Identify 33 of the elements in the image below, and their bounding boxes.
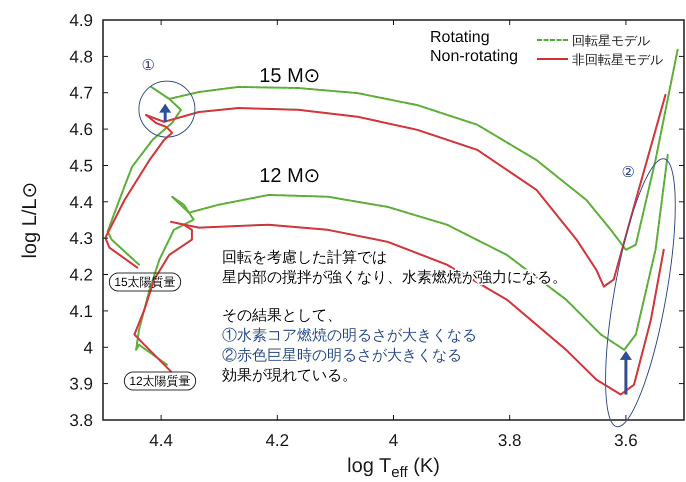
y-tick-label: 4.8 xyxy=(69,47,93,66)
annotation: 12 M⊙ xyxy=(259,165,321,187)
x-tick-label: 4.4 xyxy=(149,431,173,450)
annotation: 効果が現れている。 xyxy=(222,367,357,384)
y-tick-label: 3.8 xyxy=(69,411,93,430)
annotation: その結果として、 xyxy=(222,307,342,324)
annotation: ① xyxy=(142,57,154,74)
y-tick-label: 4.9 xyxy=(69,11,93,30)
annotation: ①水素コア燃焼の明るさが大きくなる xyxy=(222,327,477,344)
y-tick-label: 4 xyxy=(84,338,93,358)
y-tick-label: 4.2 xyxy=(69,266,93,285)
x-tick-label: 4 xyxy=(388,431,398,450)
y-axis-title: log L/L⊙ xyxy=(19,181,41,259)
y-tick-label: 4.6 xyxy=(69,120,93,140)
annotation: Non-rotating xyxy=(430,48,518,65)
x-tick-label: 3.6 xyxy=(614,431,638,450)
annotation: 回転を考慮した計算では xyxy=(222,249,387,266)
y-tick-label: 4.4 xyxy=(69,192,93,212)
y-tick-label: 4.7 xyxy=(69,84,93,103)
y-tick-label: 4.5 xyxy=(69,156,93,176)
y-tick-label: 4.3 xyxy=(69,229,93,248)
y-tick-label: 4.1 xyxy=(69,302,93,321)
x-tick-label: 3.8 xyxy=(498,431,522,450)
annotation: ② xyxy=(622,164,634,181)
x-axis-title: log T$_{eff}$ (K) xyxy=(347,455,440,480)
legend-label: 非回転星モデル xyxy=(572,52,663,67)
annotation: Rotating xyxy=(430,29,490,46)
x-tick-label: 4.2 xyxy=(265,431,290,450)
y-tick-label: 3.9 xyxy=(69,374,93,394)
annotation: ②赤色巨星時の明るさが大きくなる xyxy=(222,347,462,364)
annotation: 15 M⊙ xyxy=(259,65,321,87)
legend-label: 回転星モデル xyxy=(572,33,650,48)
annotation: 12太陽質量 xyxy=(129,374,191,388)
